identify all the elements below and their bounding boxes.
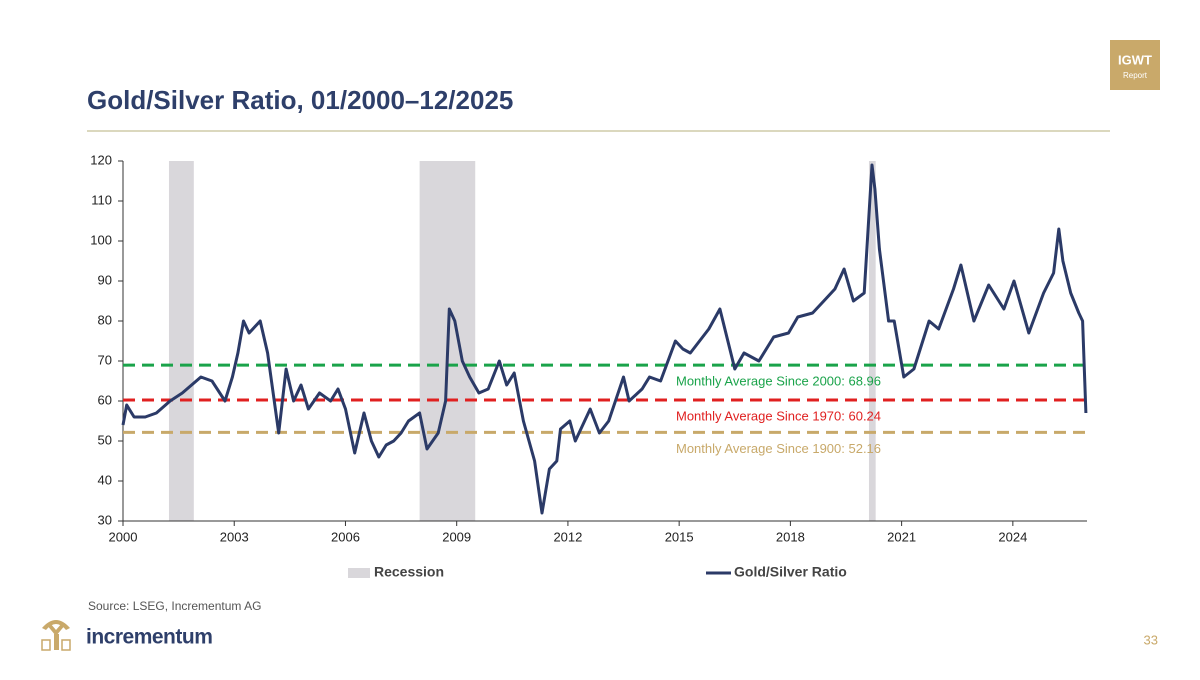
reference-label: Monthly Average Since 1970: 60.24 [676, 408, 881, 423]
badge-subtitle: Report [1123, 71, 1148, 80]
x-tick-label: 2024 [998, 529, 1027, 544]
reference-label: Monthly Average Since 2000: 68.96 [676, 374, 881, 389]
x-tick-label: 2015 [665, 529, 694, 544]
series-line [121, 163, 1088, 515]
legend-label: Gold/Silver Ratio [734, 564, 847, 580]
legend-swatch [348, 568, 370, 578]
y-tick-label: 100 [90, 232, 112, 247]
source: Source: LSEG, Incrementum AG [88, 599, 261, 613]
x-tick-label: 2021 [887, 529, 916, 544]
y-tick-label: 120 [90, 152, 112, 167]
x-tick-label: 2018 [776, 529, 805, 544]
y-tick-label: 50 [98, 432, 112, 447]
x-tick-label: 2009 [442, 529, 471, 544]
plot: 30 40 50 60 70 80 90 100 110 120 2000 2003 2006 2009 2… [90, 152, 1088, 580]
y-tick-label: 110 [91, 192, 112, 207]
chart-title: Gold/Silver Ratio, 01/2000–12/2025 [87, 85, 513, 115]
y-tick-label: 30 [98, 512, 112, 527]
y-tick-label: 60 [98, 392, 112, 407]
x-tick-label: 2006 [331, 529, 360, 544]
recession-band [868, 161, 876, 521]
y-tick-label: 70 [98, 352, 112, 367]
y-tick-label: 40 [98, 472, 112, 487]
reference-label: Monthly Average Since 1900: 52.16 [676, 441, 881, 456]
x-tick-label: 2003 [220, 529, 249, 544]
x-tick-label: 2012 [553, 529, 582, 544]
y-tick-label: 80 [98, 312, 112, 327]
recession-band [168, 161, 194, 521]
badge-title: IGWT [1118, 52, 1152, 67]
brand-name: incrementum [86, 626, 212, 649]
legend-label: Recession [374, 564, 444, 580]
y-tick-label: 90 [98, 272, 112, 287]
x-tick-label: 2000 [109, 529, 138, 544]
brand-logo [41, 620, 71, 651]
page-number: 33 [1144, 632, 1158, 647]
badge [1110, 40, 1160, 90]
